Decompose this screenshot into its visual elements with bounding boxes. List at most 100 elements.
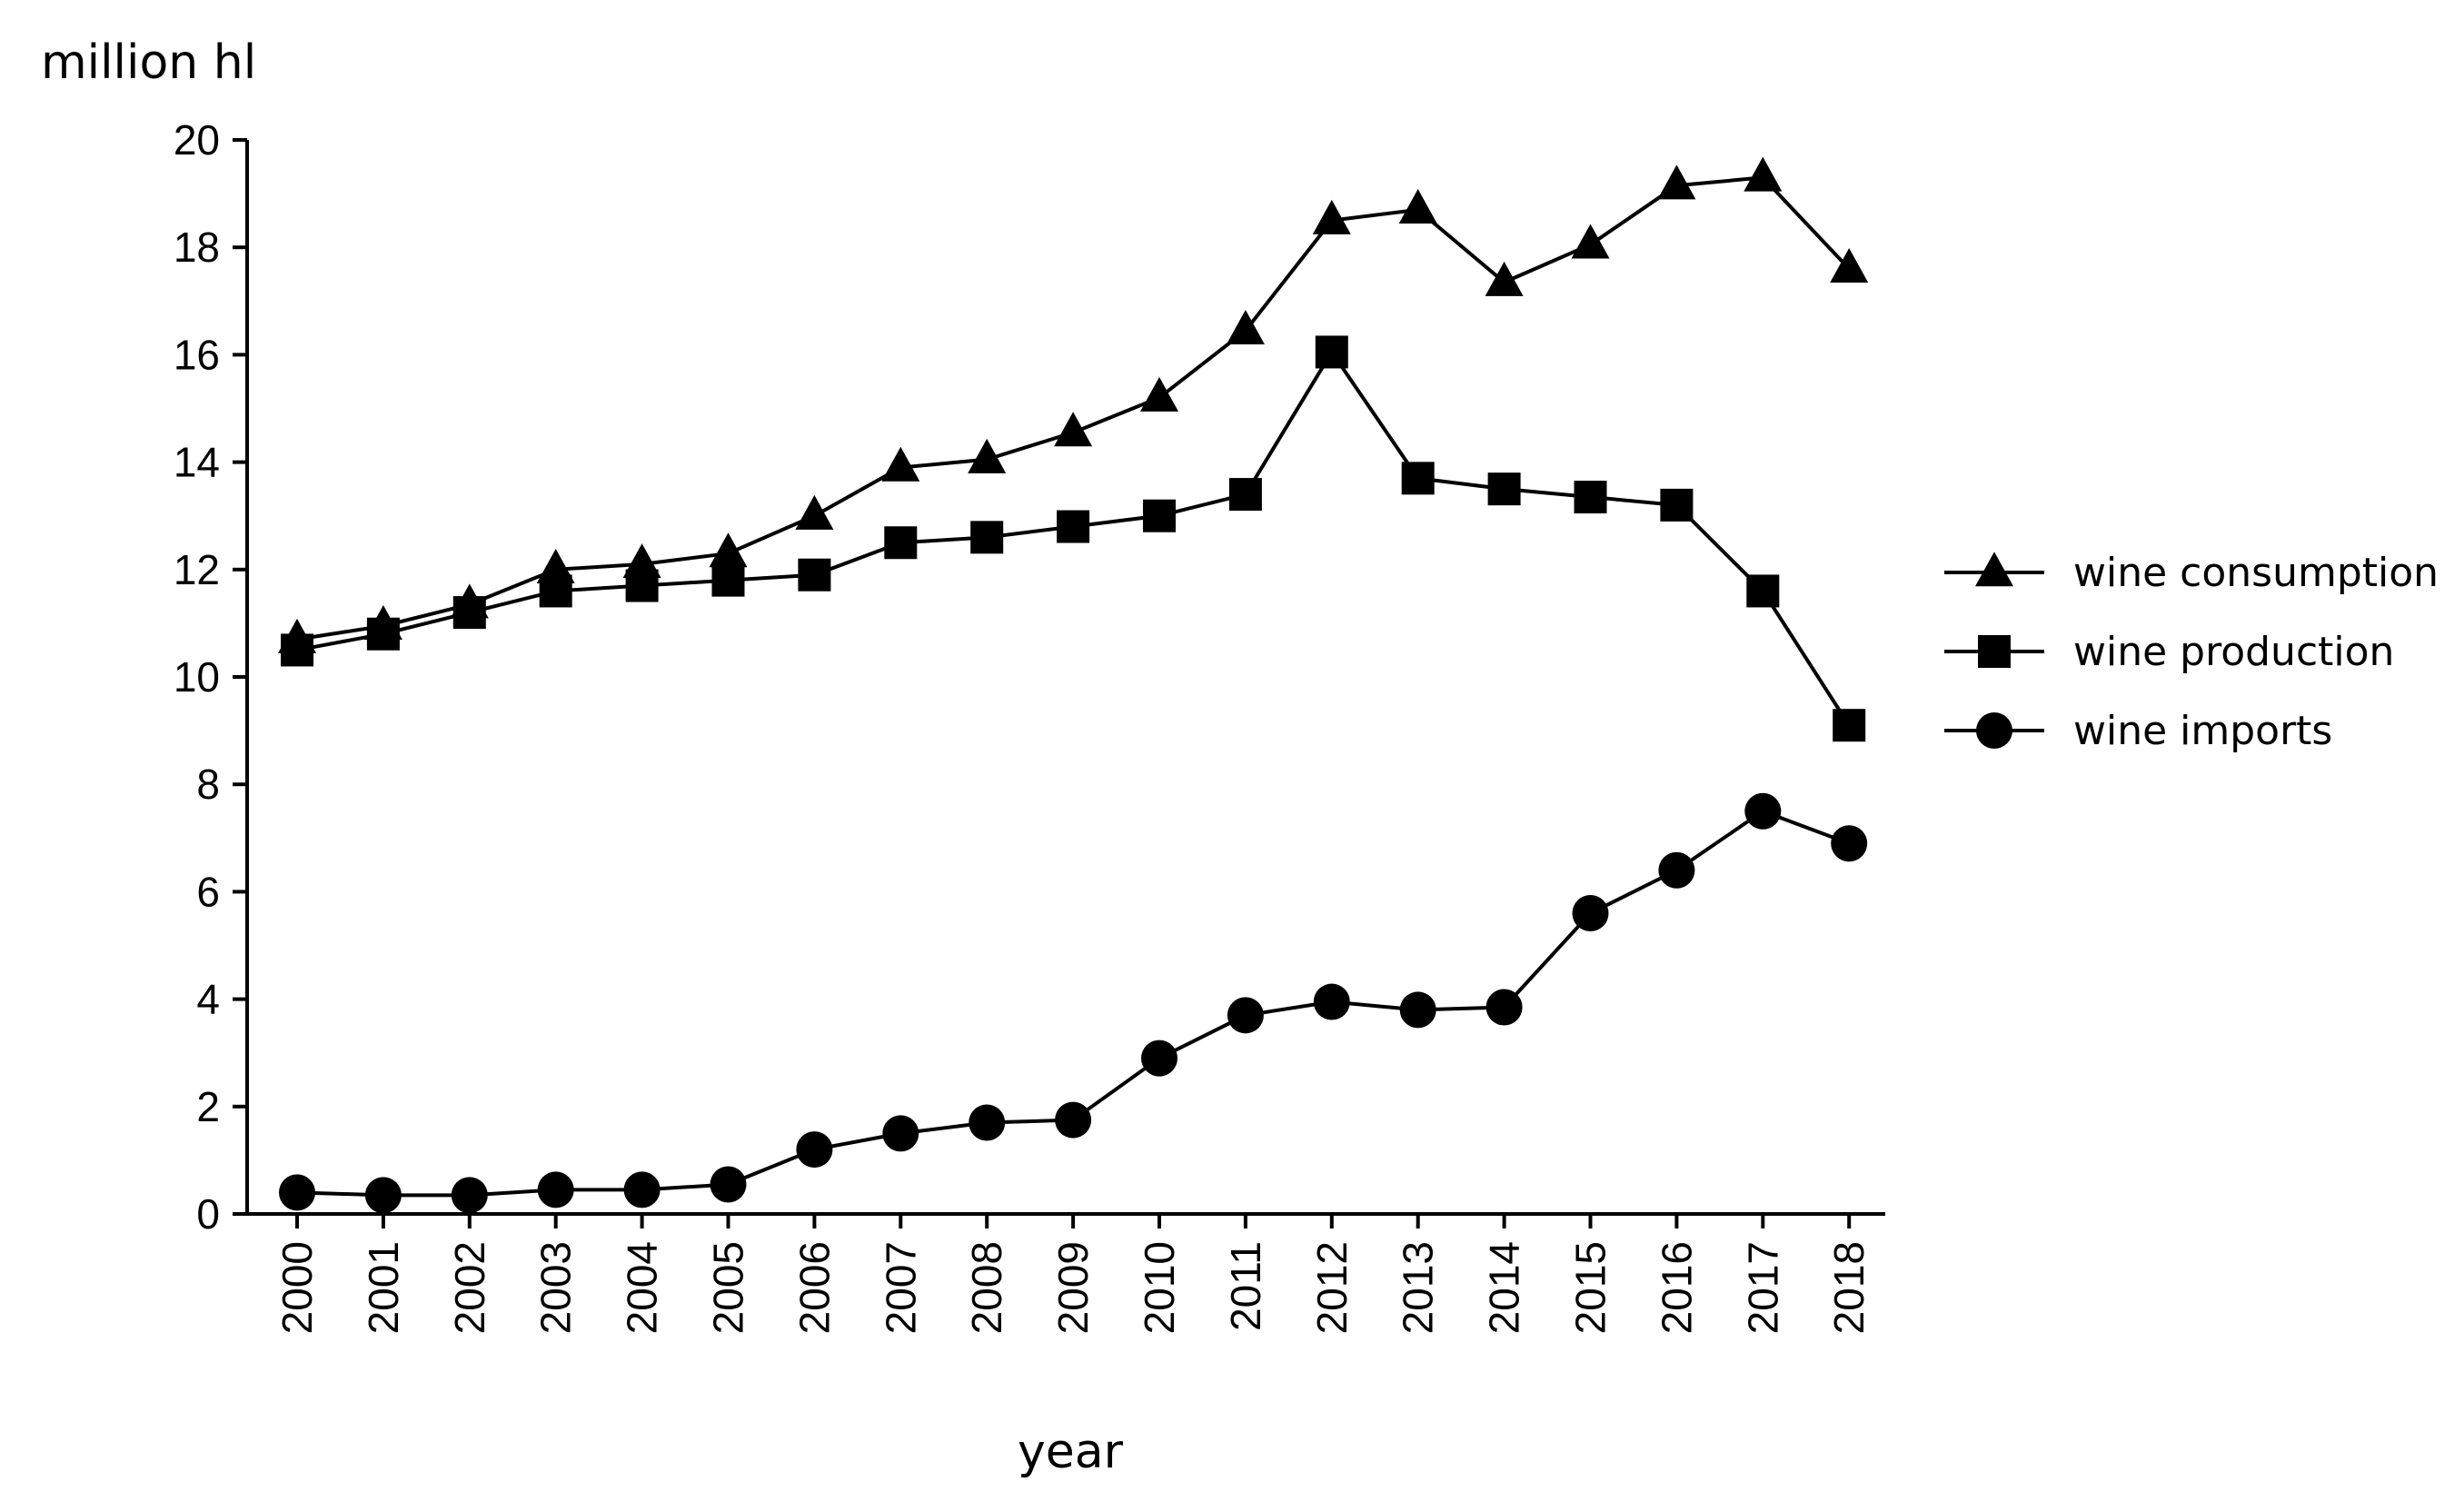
data-point-wine-production [1315, 335, 1348, 369]
y-tick-label: 16 [174, 331, 220, 378]
y-tick-label: 20 [174, 116, 220, 164]
series-wine-production [281, 335, 1866, 742]
x-tick-label: 2005 [705, 1241, 752, 1334]
x-tick-label: 2003 [532, 1241, 580, 1334]
data-point-wine-production [1574, 481, 1607, 514]
x-tick-label: 2017 [1739, 1241, 1786, 1334]
x-tick-label: 2000 [273, 1241, 321, 1334]
data-point-wine-imports [1831, 825, 1868, 862]
x-axis-title: year [1018, 1425, 1124, 1479]
y-tick-label: 2 [196, 1083, 220, 1130]
y-tick-label: 0 [196, 1190, 220, 1238]
data-point-wine-imports [279, 1174, 315, 1211]
data-point-wine-production [1228, 478, 1262, 512]
data-point-wine-imports [1658, 851, 1695, 889]
data-point-wine-consumption [795, 494, 834, 530]
data-point-wine-production [625, 569, 659, 602]
data-point-wine-imports [623, 1171, 661, 1209]
x-tick-label: 2007 [877, 1241, 924, 1334]
data-point-wine-consumption [1226, 310, 1265, 345]
data-point-wine-imports [1055, 1101, 1092, 1139]
x-tick-label: 2008 [963, 1241, 1010, 1334]
data-point-wine-imports [1227, 997, 1264, 1034]
axes [245, 140, 1885, 1216]
legend-label: wine production [2073, 629, 2394, 675]
data-point-wine-production [798, 558, 831, 592]
series-wine-imports [279, 792, 1868, 1214]
data-point-wine-production [1833, 709, 1866, 742]
data-point-wine-consumption [1657, 164, 1696, 200]
data-point-wine-production [1057, 510, 1090, 543]
data-point-wine-production [1746, 574, 1780, 608]
data-point-wine-imports [364, 1177, 402, 1214]
y-tick-label: 6 [196, 868, 220, 915]
y-tick-label: 14 [174, 439, 220, 486]
data-point-wine-production [366, 617, 400, 651]
data-point-wine-production [281, 633, 313, 667]
x-tick-label: 2014 [1481, 1241, 1528, 1334]
data-point-wine-imports [882, 1115, 919, 1152]
legend-label: wine consumption [2073, 550, 2439, 596]
data-point-wine-consumption [1398, 189, 1437, 224]
data-point-wine-imports [1399, 991, 1436, 1029]
data-point-wine-imports [1744, 792, 1782, 830]
series-wine-consumption [278, 156, 1869, 653]
x-tick-label: 2015 [1567, 1241, 1615, 1334]
x-ticks: 2000 2001 2002 2003 2004 2005 2006 2007 2008 2009… [273, 1214, 1873, 1334]
data-point-wine-production [1660, 488, 1694, 522]
data-point-wine-consumption [1571, 224, 1610, 259]
data-point-wine-consumption [1744, 156, 1783, 192]
legend: wine consumption wine production wine impo… [1944, 550, 2439, 754]
data-point-wine-consumption [968, 438, 1007, 473]
data-point-wine-consumption [1312, 199, 1351, 234]
x-tick-label: 2018 [1825, 1241, 1873, 1334]
y-tick-label: 18 [174, 224, 220, 271]
y-tick-label: 8 [196, 761, 220, 808]
data-point-wine-consumption [1830, 248, 1869, 283]
series-layer [278, 156, 1869, 1214]
data-point-wine-consumption [1140, 376, 1178, 412]
x-tick-label: 2002 [446, 1241, 493, 1334]
data-point-wine-consumption [1485, 261, 1524, 296]
data-point-wine-imports [451, 1177, 488, 1214]
data-point-wine-consumption [709, 532, 748, 568]
data-point-wine-imports [710, 1166, 747, 1203]
data-point-wine-production [711, 563, 745, 597]
legend-item-wine-production: wine production [1944, 629, 2394, 675]
data-point-wine-production [1487, 472, 1521, 506]
y-tick-label: 4 [196, 976, 220, 1023]
x-tick-label: 2012 [1308, 1241, 1356, 1334]
data-point-wine-production [1143, 499, 1176, 532]
data-point-wine-imports [537, 1171, 574, 1209]
data-point-wine-imports [1141, 1039, 1177, 1077]
data-point-wine-consumption [881, 446, 920, 482]
data-point-wine-production [539, 574, 572, 608]
data-point-wine-consumption [1054, 412, 1093, 447]
x-tick-label: 2004 [619, 1241, 666, 1334]
legend-label: wine imports [2073, 708, 2332, 754]
data-point-wine-imports [1572, 895, 1609, 932]
x-tick-label: 2001 [360, 1241, 407, 1334]
legend-item-wine-imports: wine imports [1944, 708, 2332, 754]
data-point-wine-imports [1313, 983, 1350, 1020]
legend-marker-square [1978, 635, 2011, 668]
legend-marker-triangle [1975, 552, 2013, 587]
data-point-wine-imports [969, 1104, 1006, 1141]
y-ticks: 0 2 4 6 8 10 12 14 16 18 20 [174, 116, 247, 1238]
x-tick-label: 2011 [1222, 1241, 1269, 1331]
x-tick-label: 2009 [1049, 1241, 1097, 1334]
legend-marker-circle [1976, 712, 2012, 749]
data-point-wine-production [452, 596, 486, 630]
data-point-wine-production [1401, 462, 1435, 495]
x-tick-label: 2010 [1136, 1241, 1183, 1334]
x-tick-label: 2006 [790, 1241, 838, 1334]
data-point-wine-imports [796, 1131, 833, 1169]
data-point-wine-production [884, 526, 918, 560]
y-tick-label: 12 [174, 546, 220, 593]
x-tick-label: 2016 [1653, 1241, 1700, 1334]
data-point-wine-production [970, 521, 1004, 554]
legend-item-wine-consumption: wine consumption [1944, 550, 2439, 596]
y-tick-label: 10 [174, 653, 220, 701]
data-point-wine-imports [1485, 989, 1523, 1026]
